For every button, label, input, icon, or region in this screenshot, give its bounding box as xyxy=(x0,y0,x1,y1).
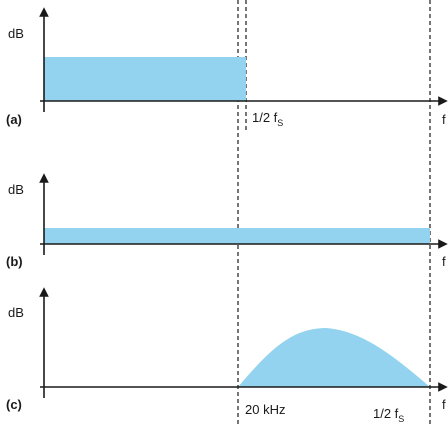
panel-b-band xyxy=(44,228,430,244)
half-fs-label-a: 1/2 fS xyxy=(252,110,283,128)
panel-a-x-end-label: f xyxy=(442,112,446,127)
twenty-khz-label: 20 kHz xyxy=(245,402,285,417)
panel-c-ylabel: dB xyxy=(8,305,24,320)
panel-b: dB (b) f xyxy=(6,173,448,269)
panel-a: dB (a) f 1/2 fS xyxy=(6,7,448,128)
panel-c-label: (c) xyxy=(6,397,22,412)
panel-a-ylabel: dB xyxy=(8,26,24,41)
panel-c-noise-hump xyxy=(44,328,430,387)
panel-b-x-end-label: f xyxy=(442,254,446,269)
panel-a-band xyxy=(44,57,246,101)
panel-b-label: (b) xyxy=(6,254,23,269)
panel-b-ylabel: dB xyxy=(8,182,24,197)
panel-c-x-end-label: f xyxy=(442,397,446,412)
half-fs-label-c: 1/2 fS xyxy=(373,406,404,424)
panel-a-label: (a) xyxy=(6,112,22,127)
panel-c: dB (c) f 20 kHz 1/2 fS xyxy=(6,287,448,424)
